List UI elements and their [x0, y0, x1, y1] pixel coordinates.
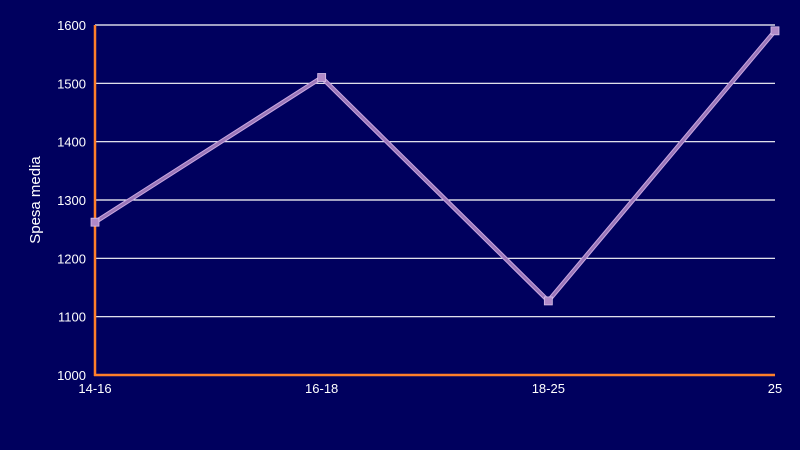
x-tick-label: 18-25 — [532, 381, 565, 396]
series-line — [94, 30, 776, 303]
y-tick-label: 1000 — [57, 368, 86, 383]
y-tick-label: 1500 — [57, 76, 86, 91]
data-point-18-25 — [543, 296, 553, 306]
series-line-outline — [93, 29, 777, 305]
data-point-25 — [770, 26, 780, 36]
x-tick-label: 25 — [768, 381, 782, 396]
y-tick-labels: 1000 1100 1200 1300 1400 1500 1600 — [57, 18, 86, 383]
x-tick-label: 14-16 — [78, 381, 111, 396]
y-axis-title: Spesa media — [27, 156, 44, 244]
axes — [93, 25, 775, 377]
y-tick-label: 1600 — [57, 18, 86, 33]
x-tick-label: 16-18 — [305, 381, 338, 396]
y-tick-label: 1300 — [57, 193, 86, 208]
y-tick-label: 1200 — [57, 251, 86, 266]
series-spesa-media — [90, 26, 780, 306]
x-tick-labels: 14-16 16-18 18-25 25 — [78, 381, 782, 396]
gridlines — [95, 24, 775, 318]
data-point-16-18 — [317, 73, 327, 82]
data-point-14-16 — [90, 217, 100, 227]
y-tick-label: 1400 — [57, 135, 86, 150]
y-tick-label: 1100 — [58, 310, 86, 325]
